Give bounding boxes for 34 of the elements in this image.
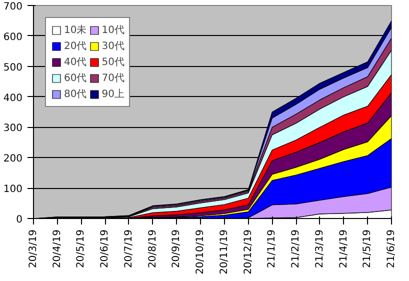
x-tick-label: 20/5/19	[76, 229, 87, 268]
legend-label: 40代	[64, 56, 87, 69]
x-tick-label: 21/5/19	[362, 229, 374, 268]
legend-label: 30代	[102, 40, 124, 53]
legend-label: 70代	[102, 72, 124, 85]
y-tick-label: 200	[3, 154, 23, 165]
legend-label: 20代	[64, 40, 87, 53]
legend-label: 10代	[102, 24, 124, 37]
x-tick-label: 21/1/19	[266, 229, 278, 268]
y-tick-label: 500	[3, 62, 23, 74]
x-tick-label: 20/3/19	[28, 229, 39, 268]
legend-label: 60代	[64, 72, 87, 85]
y-tick-label: 300	[3, 123, 23, 134]
legend-label: 10未	[64, 24, 87, 37]
legend-label: 50代	[102, 56, 124, 69]
legend-label: 90上	[102, 88, 124, 101]
x-tick-label: 20/6/19	[100, 229, 111, 268]
x-tick-label: 20/4/19	[52, 229, 63, 268]
x-tick-label: 20/12/19	[242, 229, 254, 274]
y-tick-label: 100	[3, 184, 23, 196]
y-tick-label: 700	[3, 2, 23, 12]
x-tick-label: 21/2/19	[290, 229, 302, 268]
x-tick-label: 21/4/19	[338, 229, 350, 268]
x-tick-label: 20/9/19	[171, 229, 182, 268]
x-tick-label: 20/10/19	[195, 229, 206, 274]
y-tick-label: 600	[3, 32, 23, 43]
x-tick-label: 20/8/19	[147, 229, 158, 268]
x-tick-label: 20/7/19	[123, 229, 134, 268]
legend-label: 80代	[64, 88, 87, 101]
x-tick-label: 21/6/19	[386, 229, 397, 268]
x-tick-label: 20/11/19	[218, 229, 230, 274]
x-tick-label: 21/3/19	[314, 229, 326, 268]
y-tick-label: 400	[3, 92, 23, 104]
y-tick-label: 0	[16, 214, 23, 226]
